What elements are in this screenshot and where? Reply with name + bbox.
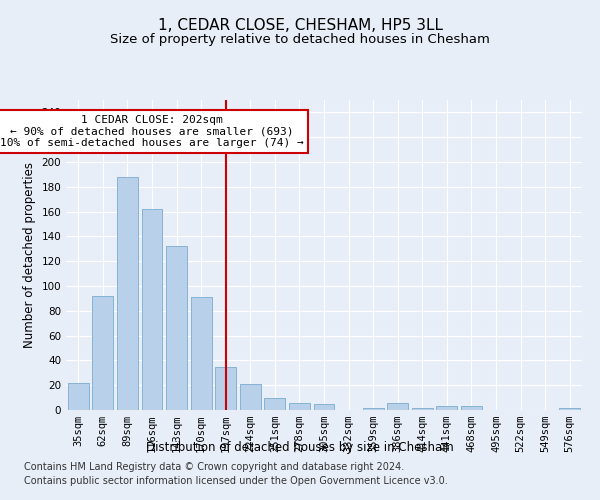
Bar xyxy=(436,406,457,410)
Text: Contains public sector information licensed under the Open Government Licence v3: Contains public sector information licen… xyxy=(24,476,448,486)
Bar xyxy=(166,246,187,410)
Bar xyxy=(412,408,433,410)
Bar xyxy=(387,402,408,410)
Bar xyxy=(362,408,383,410)
Bar xyxy=(142,209,163,410)
Text: Distribution of detached houses by size in Chesham: Distribution of detached houses by size … xyxy=(146,441,454,454)
Text: Size of property relative to detached houses in Chesham: Size of property relative to detached ho… xyxy=(110,32,490,46)
Text: 1 CEDAR CLOSE: 202sqm
← 90% of detached houses are smaller (693)
10% of semi-det: 1 CEDAR CLOSE: 202sqm ← 90% of detached … xyxy=(0,115,304,148)
Bar xyxy=(289,402,310,410)
Bar xyxy=(215,366,236,410)
Text: Contains HM Land Registry data © Crown copyright and database right 2024.: Contains HM Land Registry data © Crown c… xyxy=(24,462,404,472)
Bar xyxy=(559,408,580,410)
Bar xyxy=(240,384,261,410)
Text: 1, CEDAR CLOSE, CHESHAM, HP5 3LL: 1, CEDAR CLOSE, CHESHAM, HP5 3LL xyxy=(157,18,443,32)
Bar xyxy=(92,296,113,410)
Bar xyxy=(68,382,89,410)
Bar xyxy=(461,406,482,410)
Bar xyxy=(191,297,212,410)
Y-axis label: Number of detached properties: Number of detached properties xyxy=(23,162,36,348)
Bar xyxy=(117,177,138,410)
Bar xyxy=(265,398,286,410)
Bar xyxy=(314,404,334,410)
